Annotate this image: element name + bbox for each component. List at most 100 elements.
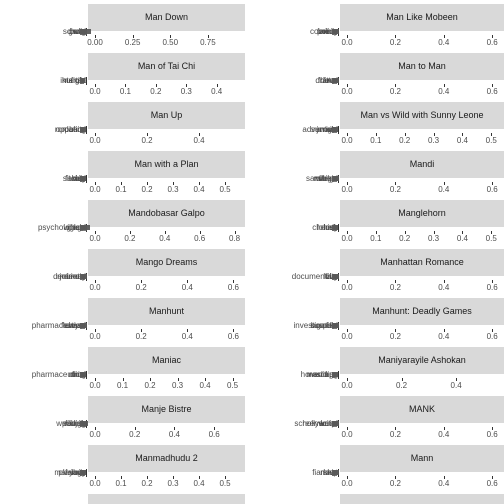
- x-tick-label: 0.1: [370, 136, 382, 145]
- x-tick-label: 0.75: [200, 38, 216, 47]
- x-tick-label: 0.0: [341, 38, 353, 47]
- facet-strip: Manhattan Romance: [340, 249, 504, 276]
- y-category-label: cherish: [312, 223, 338, 232]
- facet-strip: MANK: [340, 396, 504, 423]
- x-tick-mark: [121, 182, 122, 185]
- y-category-label: marriage: [306, 370, 338, 379]
- y-category-label: marriage: [54, 468, 86, 477]
- x-tick-label: 0.4: [193, 136, 205, 145]
- facet-title: Manmadhudu 2: [135, 453, 198, 463]
- x-tick-mark: [401, 378, 403, 381]
- facet-title: Man of Tai Chi: [137, 61, 196, 71]
- y-category-label: love: [323, 468, 338, 477]
- x-tick-label: 0.00: [87, 38, 103, 47]
- y-category-label: kungfu: [61, 76, 86, 85]
- x-tick-label: 0.6: [486, 185, 498, 194]
- x-tick-label: 0.0: [341, 381, 353, 390]
- bar: [80, 470, 84, 475]
- facet-strip: Maniac: [88, 347, 245, 374]
- y-category-label: village: [63, 223, 86, 232]
- x-tick-label: 0.2: [135, 283, 147, 292]
- y-category-labels: horoscopemarriagetreewedding: [254, 370, 338, 380]
- bar: [332, 30, 334, 35]
- x-tick-mark: [443, 182, 445, 185]
- y-category-label: blind: [69, 125, 86, 134]
- x-tick-label: 0.4: [193, 185, 205, 194]
- x-tick-label: 0.0: [89, 381, 101, 390]
- y-category-label: crime: [318, 27, 338, 36]
- y-category-labels: punjab wedding family village: [2, 419, 86, 429]
- x-tick-label: 0.3: [427, 234, 440, 243]
- x-tick-mark: [492, 35, 494, 38]
- x-tick-mark: [129, 231, 131, 234]
- x-tick-label: 0.2: [395, 381, 408, 390]
- x-tick-label: 0.2: [144, 381, 156, 390]
- y-category-label: jungle: [316, 125, 338, 134]
- x-tick-mark: [173, 182, 174, 185]
- bar: [332, 226, 334, 231]
- x-tick-label: 0.50: [162, 38, 179, 47]
- x-tick-label: 0.8: [228, 234, 241, 243]
- bar: [332, 422, 334, 427]
- y-category-labels: comedy family police crime: [254, 27, 338, 37]
- y-category-labels: fiancee ship love meet: [254, 468, 338, 478]
- facet-title: Manhunt: [148, 306, 185, 316]
- x-tick-label: 0.1: [115, 185, 127, 194]
- x-tick-label: 0.6: [227, 283, 239, 292]
- x-tick-label: 0.6: [227, 332, 239, 341]
- facet-title: Manje Bistre: [141, 404, 192, 414]
- x-tick-mark: [122, 378, 124, 381]
- x-tick-mark: [491, 231, 493, 234]
- y-category-labels: dementia journey memory friend: [2, 272, 86, 282]
- y-category-label: drug: [69, 370, 86, 379]
- facet-strip: Manhunt: Deadly Games: [340, 298, 504, 325]
- x-tick-mark: [462, 231, 464, 234]
- x-tick-label: 0.4: [438, 479, 450, 488]
- x-tick-mark: [95, 182, 96, 185]
- facet-title: Mandi: [409, 159, 435, 169]
- y-category-label: trial: [73, 370, 86, 380]
- facet-title: Manhunt: Deadly Games: [372, 306, 472, 316]
- y-category-label: memory: [57, 272, 86, 281]
- y-category-labels: pharmaceutical lawyer framed chase: [2, 321, 86, 331]
- x-tick-mark: [147, 133, 148, 136]
- facet-title: Man Like Mobeen: [386, 12, 458, 22]
- y-category-label: ghost: [66, 223, 86, 232]
- bar: [80, 373, 82, 378]
- y-category-label: police: [317, 27, 338, 36]
- bar: [332, 225, 336, 230]
- facet-title: Mann: [410, 453, 434, 463]
- x-tick-mark: [173, 476, 174, 479]
- y-category-label: fight: [70, 76, 86, 85]
- x-tick-mark: [433, 231, 435, 234]
- facet-strip: Mango Dreams: [88, 249, 245, 276]
- y-category-label: dating: [64, 125, 86, 134]
- facet-panel: Man with a Plandadfamilysitcomkids0.00.1…: [0, 147, 504, 196]
- facet-panel: Mandobasar Galpo psychologicaltalevillage…: [0, 196, 504, 245]
- x-tick-mark: [95, 378, 96, 381]
- facet-panel: Man of Tai Chi intense martial fight kungfu 0…: [0, 49, 504, 98]
- facet-panel: Maniacpharmaceuticaldrugtrialmind0.00.10…: [0, 343, 504, 392]
- x-tick-mark: [492, 84, 494, 87]
- y-axis-line: [338, 371, 339, 379]
- x-tick-label: 0.5: [226, 381, 239, 390]
- bar: [332, 275, 334, 280]
- y-category-label: family: [317, 27, 338, 36]
- x-tick-label: 0.6: [194, 234, 206, 243]
- bar: [80, 324, 82, 329]
- bar: [80, 471, 82, 476]
- x-tick-label: 0.0: [341, 332, 353, 341]
- y-axis-line: [86, 175, 87, 183]
- y-category-label: lonely: [317, 223, 338, 232]
- x-tick-label: 0.2: [135, 332, 147, 341]
- y-category-label: suspect: [310, 321, 338, 330]
- x-tick-label: 0.2: [124, 234, 136, 243]
- x-tick-mark: [147, 182, 148, 185]
- x-tick-label: 0.1: [119, 87, 131, 96]
- x-tick-label: 0.5: [485, 136, 497, 145]
- y-category-label: lock: [323, 223, 338, 232]
- x-tick-mark: [199, 476, 200, 479]
- facet-title: MANK: [408, 404, 435, 414]
- facet-strip: Man to Man: [340, 53, 504, 80]
- x-tick-label: 0.4: [438, 38, 450, 47]
